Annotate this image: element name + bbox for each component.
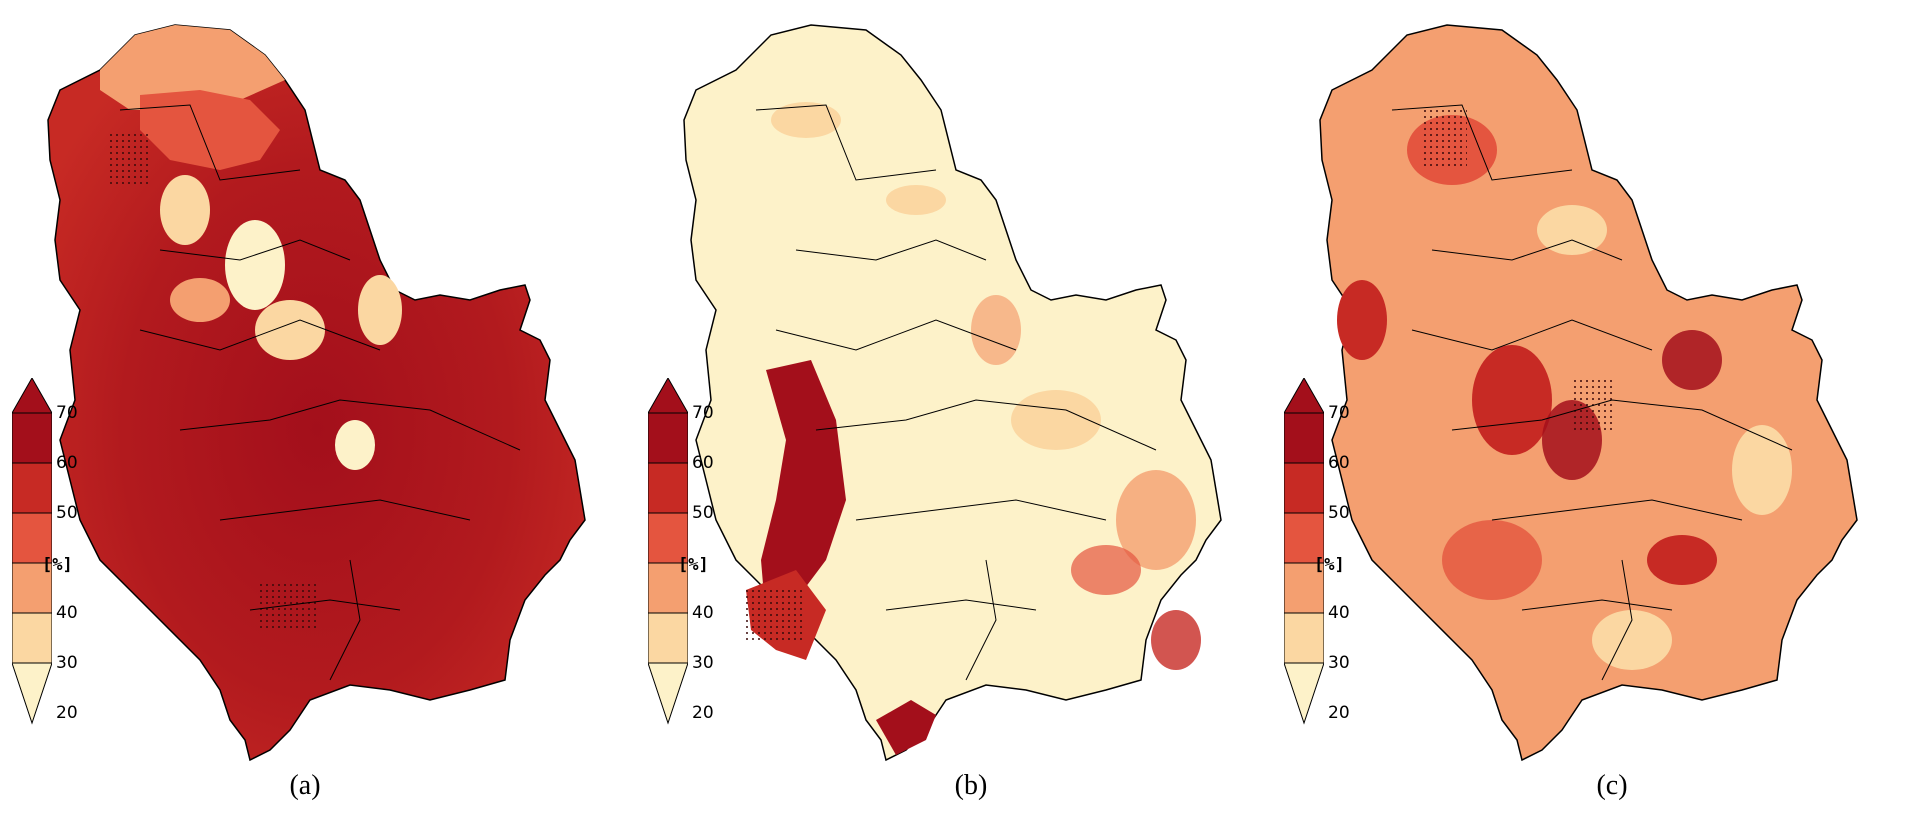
- tick-70: 70: [56, 403, 78, 423]
- colorbar-a: 70 60 50 [%] 40 30 20: [12, 378, 112, 758]
- tick-40: 40: [692, 603, 714, 623]
- map-a: [47, 24, 586, 762]
- tick-50: 50: [692, 503, 714, 523]
- tick-30: 30: [56, 653, 78, 673]
- tick-50: 50: [1328, 503, 1350, 523]
- colorbar-c: 70 60 50 [%] 40 30 20: [1284, 378, 1384, 758]
- unit-label: [%]: [1314, 555, 1345, 575]
- tick-20: 20: [692, 703, 714, 723]
- panel-b: 70 60 50 [%] 40 30 20 (b): [636, 0, 1272, 820]
- caption-a: (a): [289, 770, 321, 801]
- tick-40: 40: [56, 603, 78, 623]
- tick-70: 70: [692, 403, 714, 423]
- tick-20: 20: [56, 703, 78, 723]
- unit-label: [%]: [42, 555, 73, 575]
- unit-label: [%]: [678, 555, 709, 575]
- panel-c: 70 60 50 [%] 40 30 20 (c): [1272, 0, 1908, 820]
- tick-30: 30: [692, 653, 714, 673]
- tick-20: 20: [1328, 703, 1350, 723]
- tick-60: 60: [692, 453, 714, 473]
- panel-a: 70 60 50 [%] 40 30 20 (a): [0, 0, 636, 820]
- colorbar-svg: [648, 378, 688, 725]
- map-c: [1319, 24, 1858, 762]
- tick-40: 40: [1328, 603, 1350, 623]
- tick-60: 60: [1328, 453, 1350, 473]
- colorbar-svg: [1284, 378, 1324, 725]
- tick-70: 70: [1328, 403, 1350, 423]
- caption-b: (b): [954, 770, 988, 801]
- map-b: [683, 24, 1222, 762]
- tick-30: 30: [1328, 653, 1350, 673]
- tick-50: 50: [56, 503, 78, 523]
- caption-c: (c): [1596, 770, 1628, 801]
- colorbar-b: 70 60 50 [%] 40 30 20: [648, 378, 748, 758]
- tick-60: 60: [56, 453, 78, 473]
- colorbar-svg: [12, 378, 52, 725]
